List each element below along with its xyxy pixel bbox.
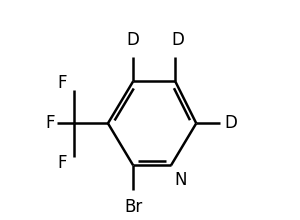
Text: N: N — [174, 171, 187, 189]
Text: D: D — [171, 31, 184, 49]
Text: F: F — [58, 74, 67, 92]
Text: Br: Br — [124, 198, 142, 216]
Text: D: D — [225, 114, 238, 132]
Text: D: D — [127, 31, 140, 49]
Text: F: F — [58, 154, 67, 172]
Text: F: F — [45, 114, 54, 132]
